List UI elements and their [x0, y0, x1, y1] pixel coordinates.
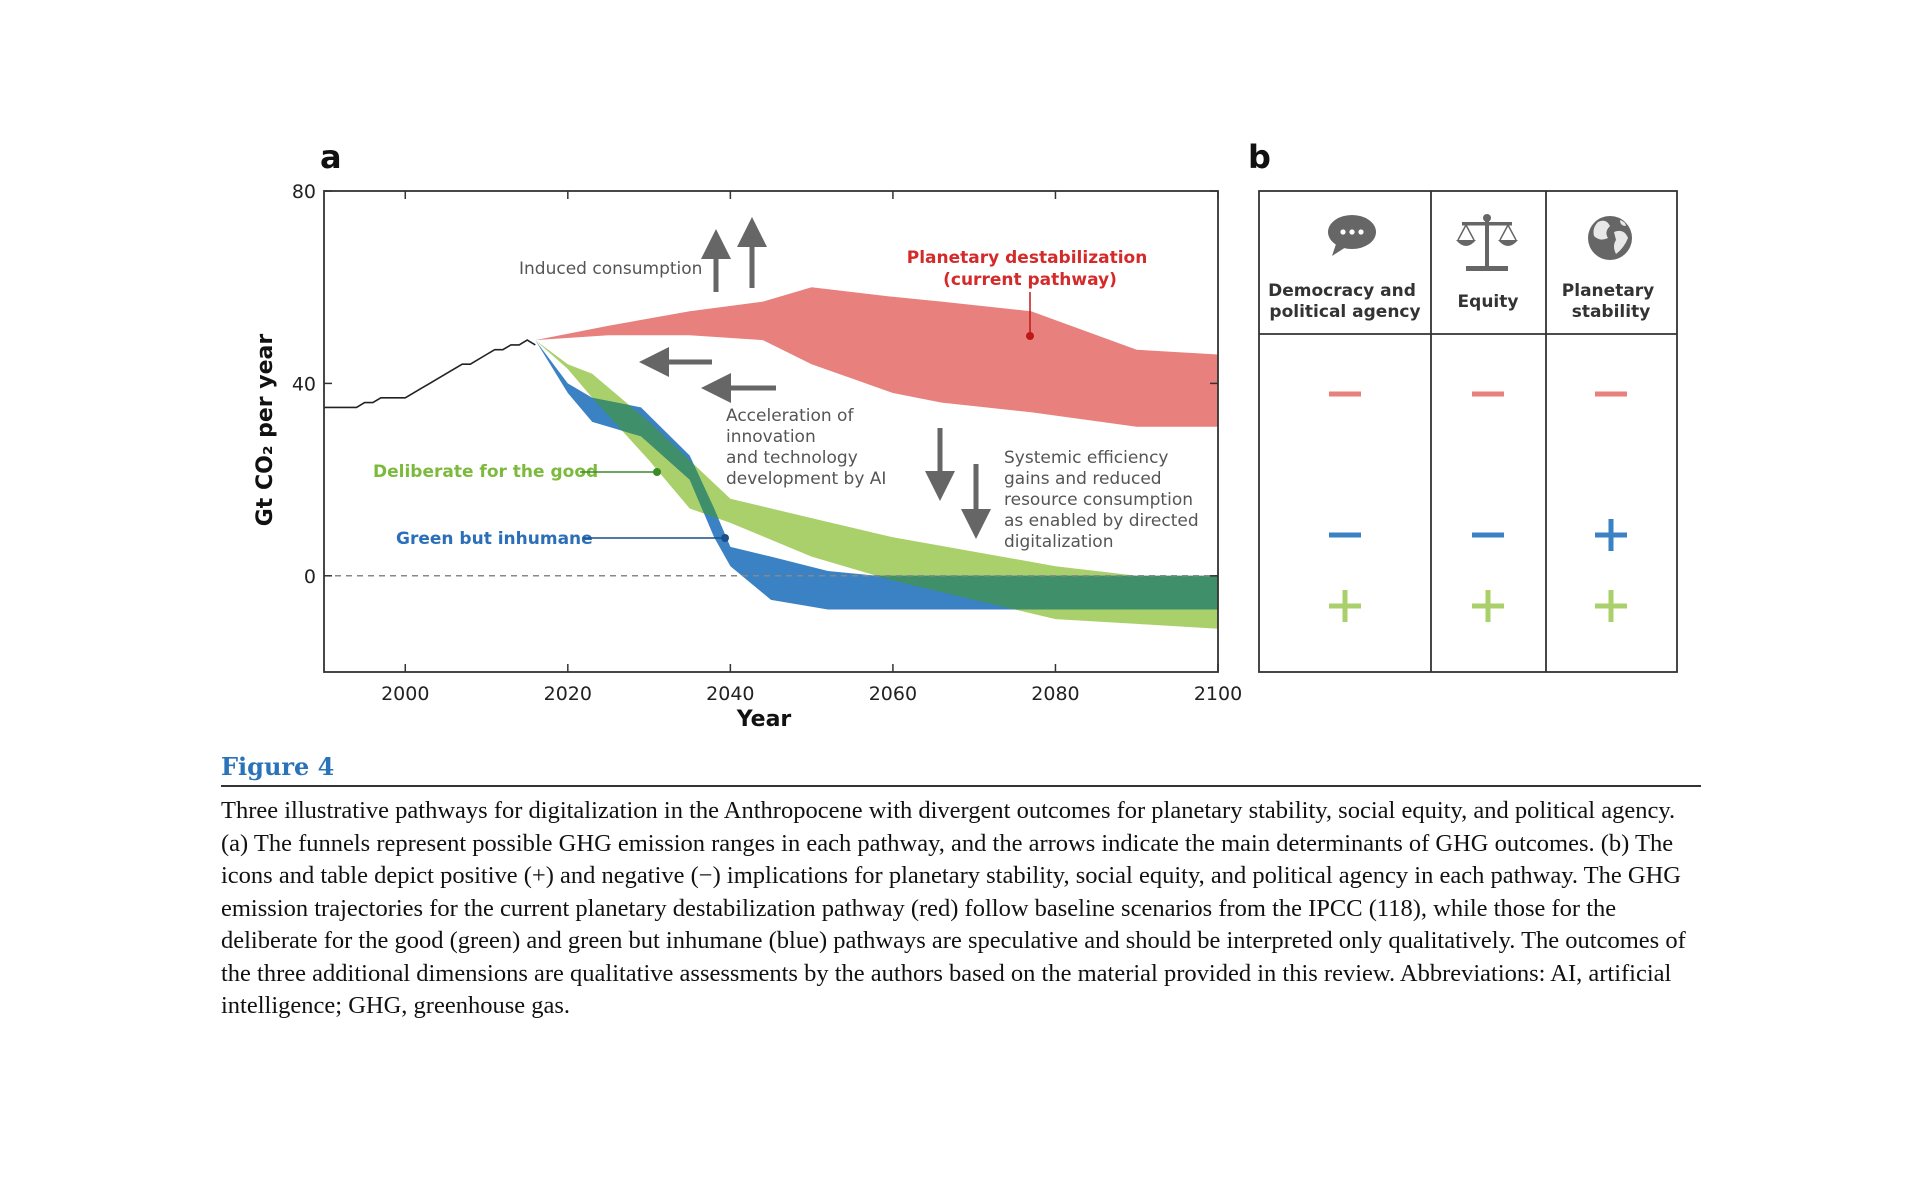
x-tick-label: 2000	[381, 683, 429, 705]
historical-emissions-line	[324, 339, 536, 409]
y-tick-label: 40	[292, 373, 316, 395]
table-cell-green-plus	[1595, 590, 1627, 622]
band-overlap-green-blue	[535, 340, 1218, 610]
caption-title: Figure 4	[221, 752, 1701, 787]
x-axis-title: Year	[736, 707, 792, 732]
acceleration-arrows	[639, 347, 776, 403]
plot-frame	[323, 190, 1219, 673]
figure-svg: a b 2000 2020 2040 2060 2080 2100 0 40 80 Year G…	[253, 138, 1678, 732]
blue-label-dot	[721, 534, 729, 542]
systemic-efficiency-arrows	[925, 428, 991, 539]
scales-icon	[1456, 214, 1518, 271]
panel-b-letter: b	[1248, 138, 1271, 176]
green-series-label: Deliberate for the good	[373, 462, 598, 482]
red-series-label: Planetary destabilization (current pathw…	[907, 248, 1153, 290]
y-axis-title: Gt CO₂ per year	[253, 334, 278, 527]
globe-icon	[1588, 216, 1632, 260]
table-border	[1258, 190, 1678, 673]
impact-table: Democracy and political agency Equity Pl…	[1258, 190, 1678, 673]
acceleration-label: Acceleration of innovation and technolog…	[726, 406, 886, 489]
header-planetary-stability: Planetary stability	[1562, 281, 1660, 322]
x-tick-label: 2100	[1194, 683, 1242, 705]
speech-bubble-icon	[1328, 215, 1376, 256]
green-label-dot	[653, 468, 661, 476]
x-tick-label: 2080	[1031, 683, 1079, 705]
table-cell-red-minus	[1472, 391, 1504, 397]
table-cell-blue-minus	[1329, 532, 1361, 538]
table-cell-blue-plus	[1595, 519, 1627, 551]
table-cells	[1329, 391, 1627, 622]
table-cell-green-plus	[1329, 590, 1361, 622]
caption-text: Three illustrative pathways for digitali…	[221, 797, 1686, 1019]
x-tick-label: 2060	[869, 683, 917, 705]
header-equity: Equity	[1458, 292, 1519, 312]
panel-a-letter: a	[320, 138, 342, 176]
induced-consumption-label: Induced consumption	[519, 259, 702, 279]
systemic-efficiency-label: Systemic efficiency gains and reduced re…	[1004, 448, 1204, 552]
figure-caption: Figure 4 Three illustrative pathways for…	[221, 752, 1701, 1023]
induced-consumption-arrows	[701, 217, 767, 292]
y-tick-label: 0	[304, 566, 316, 588]
table-cell-green-plus	[1472, 590, 1504, 622]
table-cell-red-minus	[1329, 391, 1361, 397]
plot-area: 2000 2020 2040 2060 2080 2100 0 40 80	[292, 181, 1242, 705]
band-planetary-destabilization	[535, 287, 1218, 427]
red-label-dot	[1026, 332, 1034, 340]
y-tick-label: 80	[292, 181, 316, 203]
blue-series-label: Green but inhumane	[396, 529, 593, 549]
table-cell-red-minus	[1595, 391, 1627, 397]
x-tick-label: 2040	[706, 683, 754, 705]
table-cell-blue-minus	[1472, 532, 1504, 538]
x-tick-label: 2020	[544, 683, 592, 705]
header-democracy: Democracy and political agency	[1268, 281, 1422, 322]
